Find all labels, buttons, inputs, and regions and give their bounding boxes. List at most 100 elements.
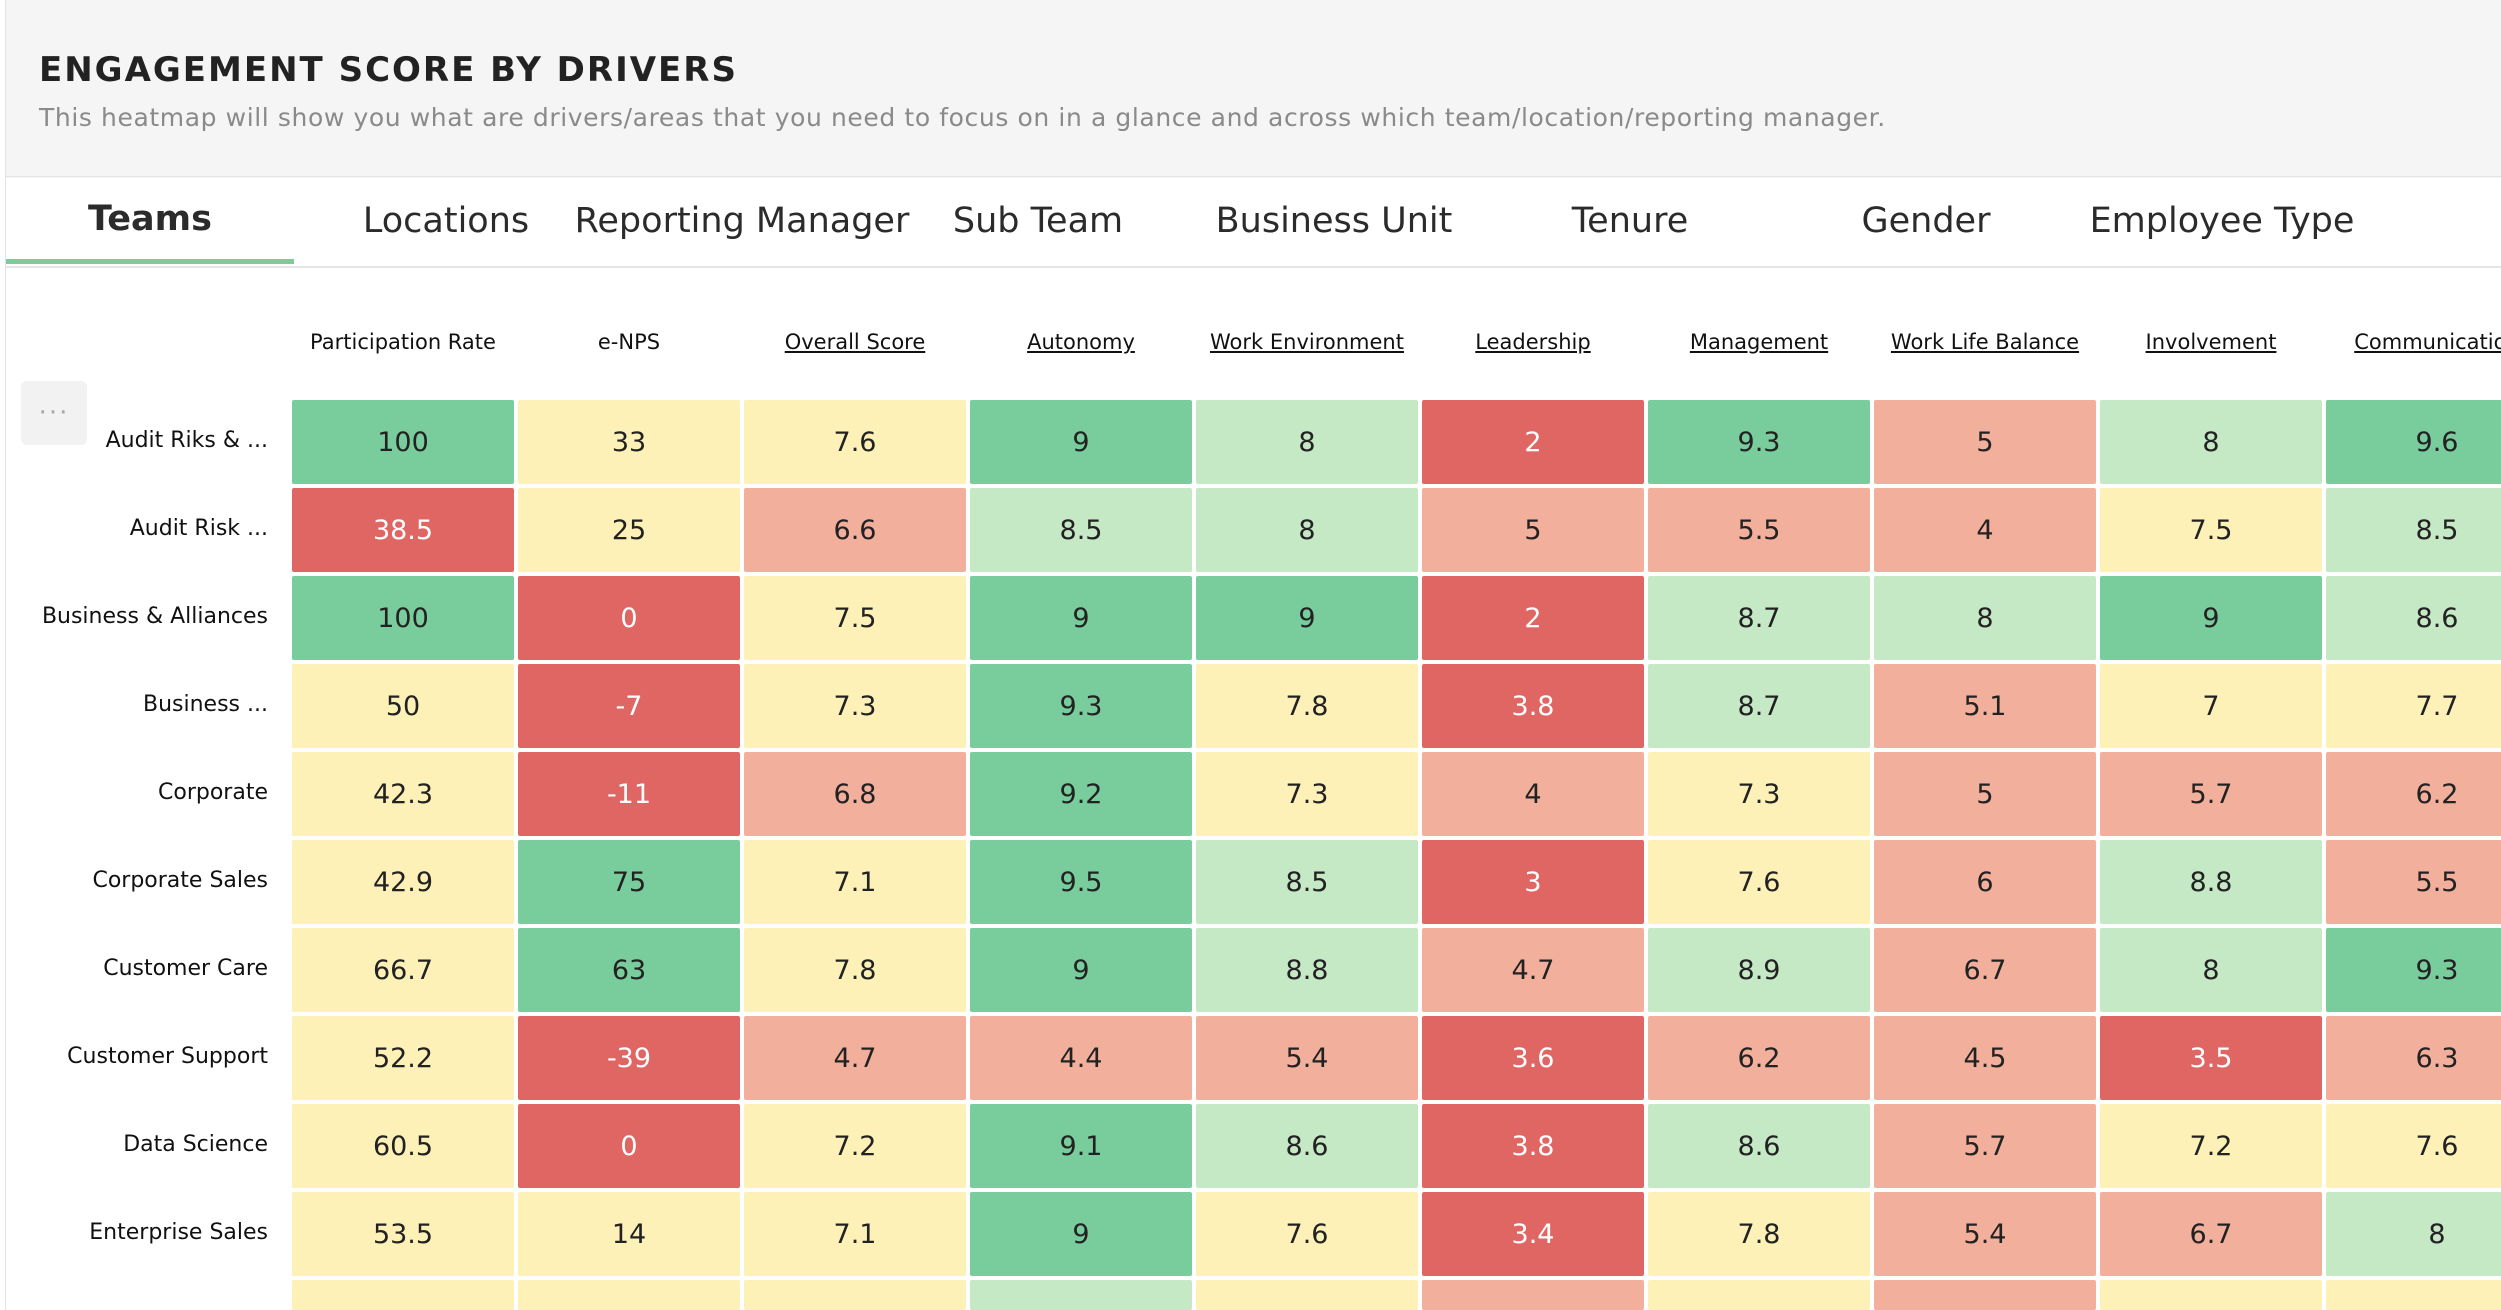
heatmap-cell[interactable]: -11 — [518, 752, 740, 836]
heatmap-cell[interactable]: 52.2 — [292, 1016, 514, 1100]
column-header-autonomy[interactable]: Autonomy — [1027, 330, 1135, 354]
heatmap-cell[interactable]: 8.6 — [2326, 576, 2501, 660]
tab-tenure[interactable]: Tenure — [1571, 201, 1689, 241]
heatmap-cell[interactable]: 8 — [2100, 928, 2322, 1012]
heatmap-cell[interactable]: 8.6 — [1648, 1104, 1870, 1188]
heatmap-cell[interactable]: 8.7 — [1648, 576, 1870, 660]
heatmap-cell[interactable]: 8.7 — [1648, 664, 1870, 748]
column-header-leadership[interactable]: Leadership — [1475, 330, 1591, 354]
heatmap-cell[interactable]: 6.7 — [1874, 928, 2096, 1012]
heatmap-cell[interactable]: 6 — [1874, 840, 2096, 924]
heatmap-cell[interactable]: 5.5 — [2326, 840, 2501, 924]
heatmap-cell[interactable]: 33 — [518, 400, 740, 484]
heatmap-cell[interactable]: 5.7 — [2100, 752, 2322, 836]
heatmap-cell[interactable]: 63 — [518, 928, 740, 1012]
heatmap-cell[interactable]: 7.7 — [2326, 664, 2501, 748]
heatmap-cell[interactable]: 6.6 — [744, 488, 966, 572]
heatmap-cell[interactable]: 8 — [1196, 488, 1418, 572]
heatmap-cell[interactable]: 4.5 — [1874, 1016, 2096, 1100]
heatmap-cell[interactable]: 9.3 — [2326, 928, 2501, 1012]
heatmap-cell[interactable]: -7 — [518, 664, 740, 748]
heatmap-cell[interactable]: 3.6 — [1422, 1016, 1644, 1100]
heatmap-cell[interactable]: 7.3 — [744, 664, 966, 748]
column-header-involvement[interactable]: Involvement — [2145, 330, 2277, 354]
heatmap-cell[interactable]: 60.5 — [292, 1104, 514, 1188]
heatmap-cell[interactable]: 3.8 — [1422, 1104, 1644, 1188]
heatmap-cell[interactable]: 3.4 — [1422, 1192, 1644, 1276]
heatmap-cell[interactable]: 4 — [1874, 488, 2096, 572]
heatmap-cell[interactable]: 8 — [1196, 400, 1418, 484]
heatmap-cell[interactable]: 42.9 — [292, 840, 514, 924]
heatmap-cell[interactable]: 100 — [292, 576, 514, 660]
heatmap-cell[interactable]: 100 — [292, 400, 514, 484]
heatmap-cell[interactable]: 25 — [518, 488, 740, 572]
heatmap-cell[interactable]: 5.4 — [1196, 1016, 1418, 1100]
heatmap-cell[interactable]: 6.2 — [1648, 1016, 1870, 1100]
heatmap-cell[interactable]: 38.5 — [292, 488, 514, 572]
heatmap-cell[interactable]: 75 — [518, 840, 740, 924]
tab-reporting-manager[interactable]: Reporting Manager — [574, 201, 910, 241]
heatmap-cell[interactable]: 0 — [518, 1104, 740, 1188]
heatmap-cell[interactable]: 4.7 — [744, 1016, 966, 1100]
heatmap-cell[interactable]: -39 — [518, 1016, 740, 1100]
heatmap-cell[interactable]: 9.3 — [970, 664, 1192, 748]
heatmap-cell[interactable]: 7.6 — [1196, 1192, 1418, 1276]
heatmap-cell[interactable]: 3.8 — [1422, 664, 1644, 748]
heatmap-cell[interactable]: 4.4 — [970, 1016, 1192, 1100]
heatmap-cell[interactable]: 7.2 — [2100, 1104, 2322, 1188]
heatmap-cell[interactable]: 8 — [1874, 576, 2096, 660]
heatmap-cell[interactable]: 9.5 — [970, 840, 1192, 924]
heatmap-cell[interactable]: 7.8 — [1648, 1192, 1870, 1276]
heatmap-cell[interactable]: 14 — [518, 1192, 740, 1276]
heatmap-cell[interactable]: 7.3 — [1196, 752, 1418, 836]
column-header-work-life-balance[interactable]: Work Life Balance — [1890, 330, 2080, 354]
column-header-management[interactable]: Management — [1689, 330, 1829, 354]
heatmap-cell[interactable]: 42.3 — [292, 752, 514, 836]
tab-gender[interactable]: Gender — [1861, 201, 1991, 241]
heatmap-cell[interactable]: 66.7 — [292, 928, 514, 1012]
heatmap-cell[interactable]: 8.5 — [970, 488, 1192, 572]
column-header-overall-score[interactable]: Overall Score — [784, 330, 926, 354]
tab-sub-team[interactable]: Sub Team — [952, 201, 1124, 241]
tab-business-unit[interactable]: Business Unit — [1215, 201, 1453, 241]
heatmap-cell[interactable]: 8.5 — [2326, 488, 2501, 572]
column-header-communication[interactable]: Communication — [2354, 330, 2501, 354]
heatmap-cell[interactable]: 9 — [970, 400, 1192, 484]
heatmap-cell[interactable]: 2 — [1422, 576, 1644, 660]
heatmap-cell[interactable]: 53.5 — [292, 1192, 514, 1276]
heatmap-cell[interactable]: 9.6 — [2326, 400, 2501, 484]
heatmap-cell[interactable]: 5.4 — [1874, 1192, 2096, 1276]
heatmap-cell[interactable]: 7.3 — [1648, 752, 1870, 836]
heatmap-cell[interactable]: 8.9 — [1648, 928, 1870, 1012]
heatmap-cell[interactable]: 7.1 — [744, 840, 966, 924]
heatmap-cell[interactable]: 0 — [518, 576, 740, 660]
heatmap-cell[interactable]: 4.7 — [1422, 928, 1644, 1012]
heatmap-cell[interactable]: 7 — [2100, 664, 2322, 748]
heatmap-cell[interactable]: 8.5 — [1196, 840, 1418, 924]
tab-employee-type[interactable]: Employee Type — [2089, 201, 2355, 241]
heatmap-cell[interactable]: 3 — [1422, 840, 1644, 924]
heatmap-cell[interactable]: 9.1 — [970, 1104, 1192, 1188]
column-header-work-environment[interactable]: Work Environment — [1210, 330, 1404, 354]
heatmap-cell[interactable]: 8.6 — [1196, 1104, 1418, 1188]
heatmap-cell[interactable]: 8 — [2100, 400, 2322, 484]
heatmap-cell[interactable]: 5 — [1874, 400, 2096, 484]
heatmap-cell[interactable]: 9.2 — [970, 752, 1192, 836]
heatmap-cell[interactable]: 7.1 — [744, 1192, 966, 1276]
heatmap-cell[interactable]: 8.8 — [2100, 840, 2322, 924]
tab-locations[interactable]: Locations — [362, 201, 530, 241]
heatmap-cell[interactable]: 7.5 — [2100, 488, 2322, 572]
more-options-button[interactable]: ··· — [21, 381, 87, 445]
heatmap-cell[interactable]: 7.6 — [744, 400, 966, 484]
heatmap-cell[interactable]: 4 — [1422, 752, 1644, 836]
heatmap-cell[interactable]: 7.6 — [1648, 840, 1870, 924]
heatmap-cell[interactable]: 8 — [2326, 1192, 2501, 1276]
heatmap-cell[interactable]: 50 — [292, 664, 514, 748]
heatmap-cell[interactable]: 9 — [970, 928, 1192, 1012]
heatmap-cell[interactable]: 6.8 — [744, 752, 966, 836]
heatmap-cell[interactable]: 3.5 — [2100, 1016, 2322, 1100]
heatmap-cell[interactable]: 5 — [1874, 752, 2096, 836]
heatmap-cell[interactable]: 7.8 — [744, 928, 966, 1012]
heatmap-cell[interactable]: 8.8 — [1196, 928, 1418, 1012]
heatmap-cell[interactable]: 5 — [1422, 488, 1644, 572]
